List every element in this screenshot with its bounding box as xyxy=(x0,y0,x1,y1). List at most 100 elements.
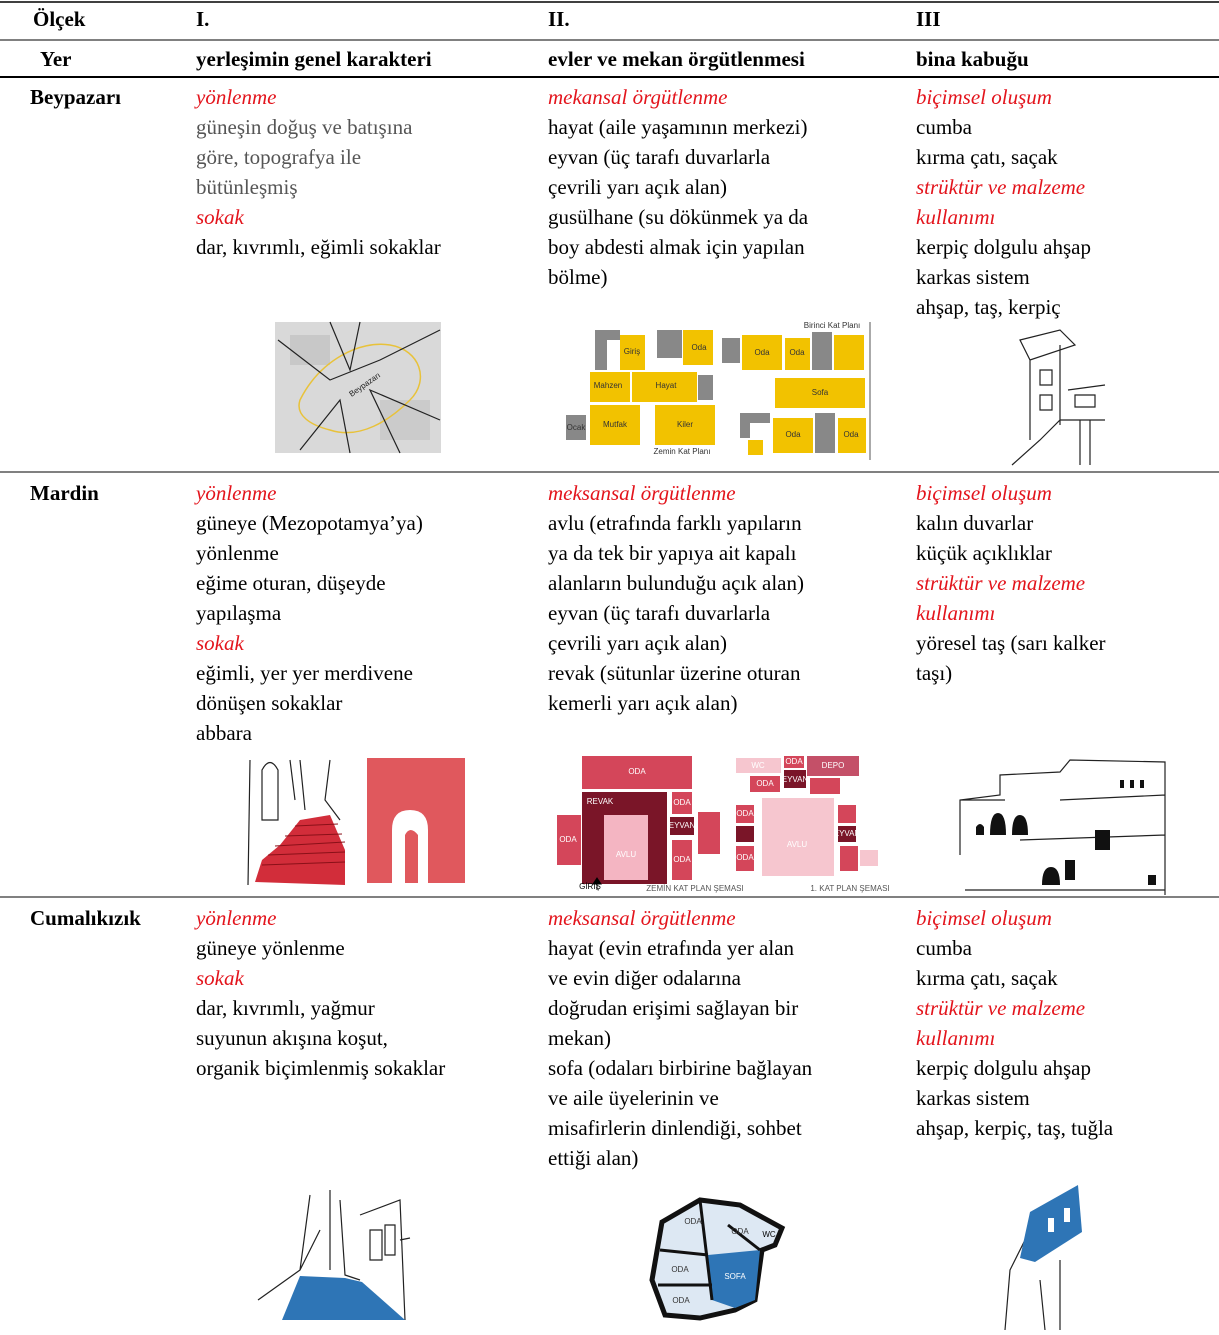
cell-line: karkas sistem xyxy=(916,265,1030,289)
beypazari-map xyxy=(275,321,441,454)
cell-line: bütünleşmiş xyxy=(196,175,298,199)
cell-line: alanların bulunduğu açık alan) xyxy=(548,571,804,595)
cell-line: çevrili yarı açık alan) xyxy=(548,175,727,199)
header-cell: Yer xyxy=(40,47,71,71)
cell-line: strüktür ve malzeme xyxy=(916,175,1085,199)
beypazari-building xyxy=(1011,329,1106,466)
figure-label: Sofa xyxy=(812,388,829,397)
cell-line: kalın duvarlar xyxy=(916,511,1033,535)
cumalikizik-building xyxy=(1004,1185,1082,1331)
figure-label: AVLU xyxy=(616,850,637,859)
figure-label: ODA xyxy=(628,767,646,776)
cell-line: ya da tek bir yapıya ait kapalı xyxy=(548,541,797,565)
header-cell: II. xyxy=(548,7,570,31)
cumalikizik-plan xyxy=(649,1197,786,1321)
cell-line: yapılaşma xyxy=(196,601,282,625)
figure-label: ODA xyxy=(673,798,691,807)
cell-line: avlu (etrafında farklı yapıların xyxy=(548,511,802,535)
mardin-buildings xyxy=(959,759,1166,895)
beypazari-plan xyxy=(566,322,871,460)
cell-line: cumba xyxy=(916,115,973,139)
cell-line: abbara xyxy=(196,721,253,745)
header-cell: I. xyxy=(196,7,209,31)
header-cell: evler ve mekan örgütlenmesi xyxy=(548,47,805,71)
figure-label: Hayat xyxy=(656,381,678,390)
cell-line: mekan) xyxy=(548,1026,611,1050)
figure-label: SOFA xyxy=(724,1272,746,1281)
cell-line: biçimsel oluşum xyxy=(916,481,1052,505)
figure-label: EYVAN xyxy=(782,775,809,784)
figure-label: ODA xyxy=(731,1227,749,1236)
figure-label: ODA xyxy=(684,1217,702,1226)
figure-label: ODA xyxy=(756,779,774,788)
mardin-stairs xyxy=(247,759,346,886)
figure-label: WC xyxy=(751,761,765,770)
figure-label: REVAK xyxy=(587,797,614,806)
figure-label: ODA xyxy=(736,809,754,818)
cell-line: gusülhane (su dökünmek ya da xyxy=(548,205,809,229)
cell-line: eğimli, yer yer merdivene xyxy=(196,661,413,685)
cell-line: organik biçimlenmiş sokaklar xyxy=(196,1056,445,1080)
cell-line: strüktür ve malzeme xyxy=(916,571,1085,595)
rules xyxy=(0,1,1219,898)
cell-line: revak (sütunlar üzerine oturan xyxy=(548,661,801,685)
cell-line: hayat (evin etrafında yer alan xyxy=(548,936,795,960)
figure-label: GİRİŞ xyxy=(579,882,601,891)
cell-line: dar, kıvrımlı, yağmur xyxy=(196,996,375,1020)
cell-line: göre, topografya ile xyxy=(196,145,361,169)
cell-line: sokak xyxy=(196,631,244,655)
figure-label: Oda xyxy=(789,348,805,357)
figure-label: WC xyxy=(762,1230,776,1239)
cell-line: misafirlerin dinlendiği, sohbet xyxy=(548,1116,802,1140)
cell-line: sokak xyxy=(196,966,244,990)
cell-line: kırma çatı, saçak xyxy=(916,966,1058,990)
cell-line: sofa (odaları birbirine bağlayan xyxy=(548,1056,813,1080)
cell-line: doğrudan erişimi sağlayan bir xyxy=(548,996,798,1020)
cell-line: kemerli yarı açık alan) xyxy=(548,691,737,715)
figure-label: ODA xyxy=(559,835,577,844)
figure-label: Oda xyxy=(754,348,770,357)
cell-line: kerpiç dolgulu ahşap xyxy=(916,1056,1091,1080)
cell-line: biçimsel oluşum xyxy=(916,85,1052,109)
figure-label: ZEMİN KAT PLAN ŞEMASI xyxy=(646,884,744,893)
figure-label: EYVAN xyxy=(834,829,861,838)
header-cell: bina kabuğu xyxy=(916,47,1029,71)
cell-line: yönlenme xyxy=(194,481,276,505)
figure-label: AVLU xyxy=(787,840,808,849)
cumalikizik-street xyxy=(257,1190,411,1321)
cell-line: yönlenme xyxy=(196,541,279,565)
mardin-plan-first xyxy=(736,756,878,876)
cell-line: kırma çatı, saçak xyxy=(916,145,1058,169)
cell-line: yönlenme xyxy=(194,906,276,930)
cell-line: ve evin diğer odalarına xyxy=(548,966,742,990)
cell-line: çevrili yarı açık alan) xyxy=(548,631,727,655)
cell-line: kullanımı xyxy=(916,601,995,625)
place-name: Beypazarı xyxy=(30,85,121,109)
cell-line: yönlenme xyxy=(194,85,276,109)
cell-line: bölme) xyxy=(548,265,607,289)
figure-label: Ocak xyxy=(567,423,587,432)
cell-line: kullanımı xyxy=(916,205,995,229)
cell-line: güneye yönlenme xyxy=(196,936,345,960)
cell-line: taşı) xyxy=(916,661,952,685)
figure-label: ODA xyxy=(671,1265,689,1274)
cell-line: biçimsel oluşum xyxy=(916,906,1052,930)
figure-label: Zemin Kat Planı xyxy=(654,447,711,456)
header-cell: yerleşimin genel karakteri xyxy=(196,47,432,71)
cell-line: dönüşen sokaklar xyxy=(196,691,342,715)
cell-line: eyvan (üç tarafı duvarlarla xyxy=(548,145,771,169)
figure-label: Mahzen xyxy=(594,381,622,390)
figure-label: Oda xyxy=(691,343,707,352)
cell-line: ahşap, taş, kerpiç xyxy=(916,295,1061,319)
cell-line: güneye (Mezopotamya’ya) xyxy=(196,511,423,535)
figure-label: Giriş xyxy=(624,347,640,356)
cell-line: karkas sistem xyxy=(916,1086,1030,1110)
cell-line: küçük açıklıklar xyxy=(916,541,1052,565)
cell-line: kullanımı xyxy=(916,1026,995,1050)
cell-line: sokak xyxy=(196,205,244,229)
figure-label: ODA xyxy=(785,757,803,766)
place-name: Mardin xyxy=(30,481,99,505)
figure-label: EYVAN xyxy=(669,821,696,830)
cell-line: meksansal örgütlenme xyxy=(548,906,736,930)
figure-label: ODA xyxy=(736,853,754,862)
